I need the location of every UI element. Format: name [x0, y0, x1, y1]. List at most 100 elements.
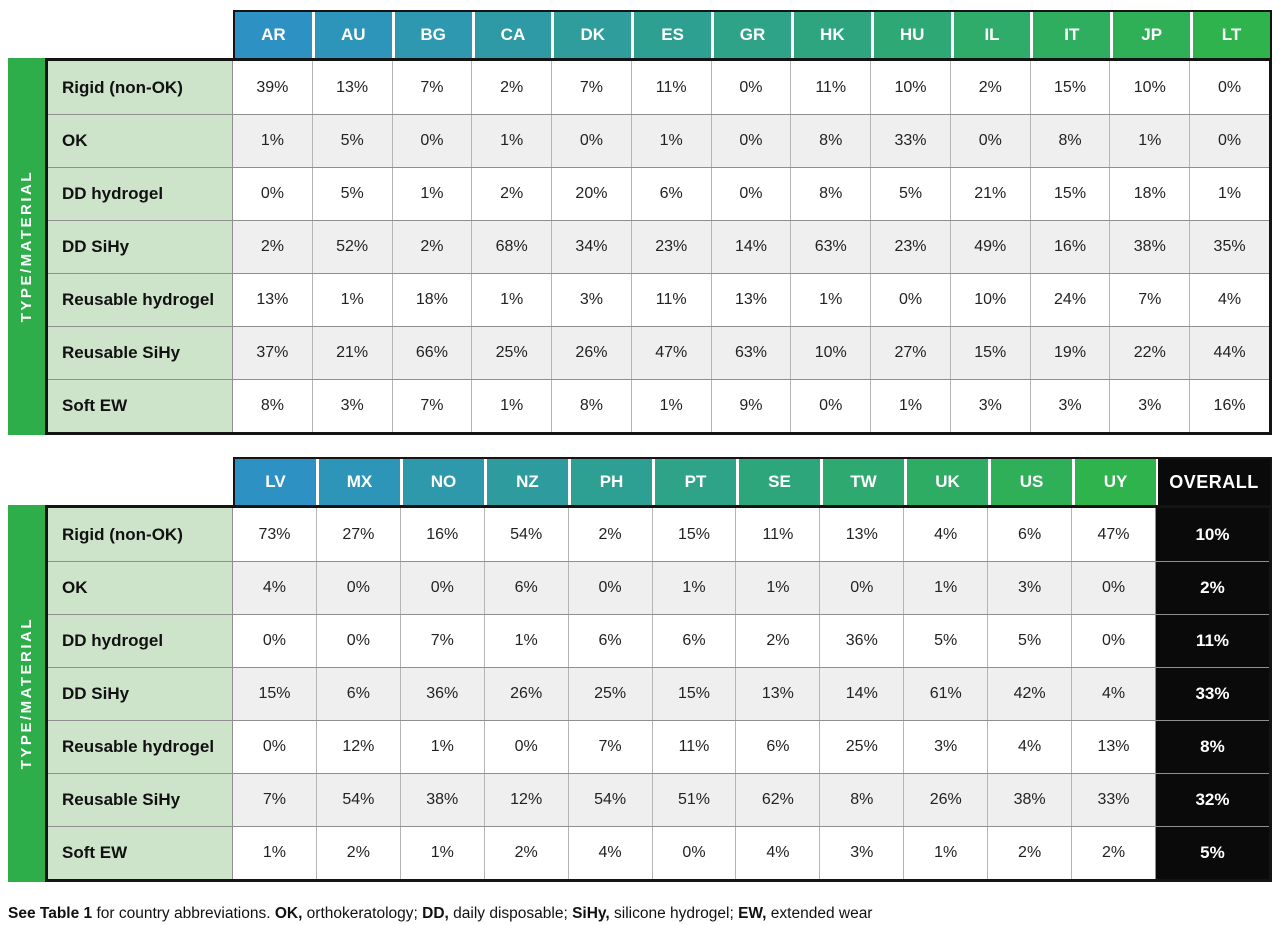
data-cell: 1% [790, 274, 871, 326]
data-cell: 18% [391, 274, 472, 326]
row-label: DD SiHy [48, 668, 233, 720]
data-cell: 23% [870, 221, 950, 273]
data-cell: 6% [735, 721, 820, 773]
data-cell: 11% [630, 274, 711, 326]
overall-cell: 8% [1154, 721, 1269, 773]
data-cell: 36% [819, 615, 904, 667]
data-cell: 5% [903, 615, 988, 667]
table-row: Soft EW 1% 2% 1% 2% 4% 0% 4% 3% 1% 2% 2% 5% [48, 826, 1269, 879]
data-cell: 3% [311, 380, 392, 432]
data-cell: 3% [903, 721, 988, 773]
footnote-term: OK, [274, 905, 303, 922]
data-cell: 12% [483, 774, 568, 826]
header-cell-it: IT [1030, 12, 1111, 58]
data-cell: 15% [233, 668, 316, 720]
data-cell: 38% [987, 774, 1072, 826]
header-cell-jp: JP [1110, 12, 1191, 58]
header-spacer [8, 10, 233, 58]
data-cell: 7% [399, 615, 484, 667]
data-cell: 25% [567, 668, 652, 720]
data-cell: 36% [399, 668, 484, 720]
row-label: OK [48, 115, 233, 167]
data-cell: 7% [233, 774, 316, 826]
table-row: DD hydrogel 0% 0% 7% 1% 6% 6% 2% 36% 5% 5% 0% 11% [48, 614, 1269, 667]
data-cell: 2% [315, 827, 400, 879]
row-label: Soft EW [48, 380, 233, 432]
data-cell: 0% [391, 115, 472, 167]
data-cell: 14% [710, 221, 791, 273]
data-cell: 15% [651, 668, 736, 720]
table-body: TYPE/MATERIAL Rigid (non-OK) 39% 13% 7% 2% 7%… [8, 58, 1272, 435]
table-row: Soft EW 8% 3% 7% 1% 8% 1% 9% 0% 1% 3% 3% 3% 16% [48, 379, 1269, 432]
data-cell: 5% [870, 168, 950, 220]
data-cell: 1% [630, 115, 711, 167]
header-cell-au: AU [311, 12, 392, 58]
header-cell-pt: PT [652, 459, 736, 505]
data-cell: 16% [1189, 380, 1269, 432]
data-cell: 25% [471, 327, 552, 379]
row-label: Reusable hydrogel [48, 274, 233, 326]
data-cell: 3% [1029, 380, 1110, 432]
data-cell: 16% [399, 508, 484, 561]
data-cell: 5% [311, 115, 392, 167]
data-cell: 52% [311, 221, 392, 273]
header-cell-lv: LV [235, 459, 316, 505]
footnote-text: extended wear [766, 905, 873, 922]
data-cell: 14% [819, 668, 904, 720]
data-cell: 19% [1029, 327, 1110, 379]
data-cell: 5% [987, 615, 1072, 667]
header-cell-gr: GR [711, 12, 791, 58]
data-cell: 2% [949, 61, 1030, 114]
data-cell: 11% [790, 61, 871, 114]
overall-cell: 2% [1154, 562, 1269, 614]
table-row: DD SiHy 15% 6% 36% 26% 25% 15% 13% 14% 61% 42% 4% 33… [48, 667, 1269, 720]
data-cell: 34% [551, 221, 631, 273]
header-cell-uk: UK [904, 459, 988, 505]
data-cell: 6% [315, 668, 400, 720]
table-row: Rigid (non-OK) 39% 13% 7% 2% 7% 11% 0% 11% 10% 2% 1… [48, 61, 1269, 114]
data-cell: 8% [1029, 115, 1110, 167]
data-cell: 4% [1071, 668, 1155, 720]
table-row: Reusable SiHy 37% 21% 66% 25% 26% 47% 63% 10% 27%… [48, 326, 1269, 379]
header-cell-ph: PH [568, 459, 652, 505]
data-cell: 4% [1189, 274, 1269, 326]
data-cell: 1% [651, 562, 736, 614]
data-cell: 15% [949, 327, 1030, 379]
row-label: Soft EW [48, 827, 233, 879]
data-cell: 0% [315, 615, 400, 667]
data-cell: 11% [651, 721, 736, 773]
data-cell: 33% [1071, 774, 1155, 826]
data-cell: 26% [551, 327, 631, 379]
header-cell-no: NO [400, 459, 484, 505]
overall-cell: 33% [1154, 668, 1269, 720]
table-body: TYPE/MATERIAL Rigid (non-OK) 73% 27% 16% 54%… [8, 505, 1272, 882]
data-cell: 33% [870, 115, 950, 167]
header-cell-us: US [988, 459, 1072, 505]
data-cell: 37% [233, 327, 312, 379]
data-cell: 5% [311, 168, 392, 220]
data-cell: 2% [233, 221, 312, 273]
data-cell: 8% [790, 115, 871, 167]
data-cell: 12% [315, 721, 400, 773]
data-cell: 18% [1109, 168, 1190, 220]
data-cell: 1% [903, 562, 988, 614]
data-cell: 2% [735, 615, 820, 667]
country-header-cells: AR AU BG CA DK ES GR HK HU IL IT JP LT [233, 10, 1272, 58]
data-cell: 11% [630, 61, 711, 114]
data-cell: 0% [233, 721, 316, 773]
data-cell: 6% [567, 615, 652, 667]
data-cell: 39% [233, 61, 312, 114]
data-cell: 3% [1109, 380, 1190, 432]
header-cell-nz: NZ [484, 459, 568, 505]
data-cell: 6% [651, 615, 736, 667]
data-cell: 0% [1071, 562, 1155, 614]
data-cell: 2% [483, 827, 568, 879]
data-cell: 0% [233, 615, 316, 667]
data-cell: 11% [735, 508, 820, 561]
data-cell: 1% [630, 380, 711, 432]
header-cell-bg: BG [391, 12, 472, 58]
data-cell: 7% [1109, 274, 1190, 326]
country-header-row: AR AU BG CA DK ES GR HK HU IL IT JP LT [8, 10, 1272, 58]
data-cell: 1% [399, 827, 484, 879]
